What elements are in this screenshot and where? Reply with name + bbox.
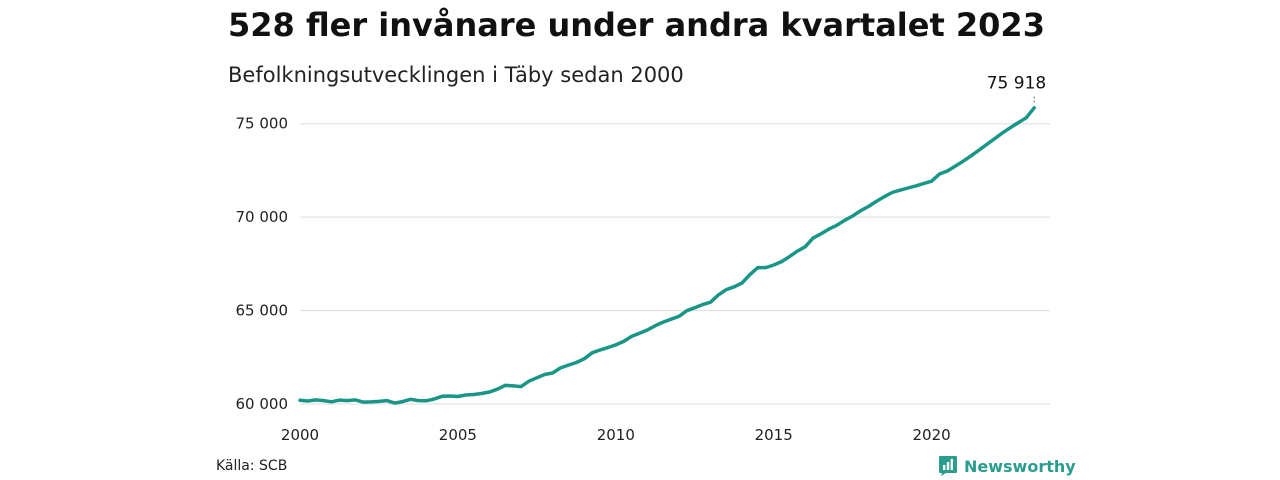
x-tick-label: 2020 <box>912 426 950 444</box>
x-tick-label: 2005 <box>439 426 477 444</box>
x-axis-ticks: 2000 2005 2010 2015 2020 <box>281 426 951 444</box>
y-axis-ticks: 60 000 65 000 70 000 75 000 <box>236 115 289 413</box>
chart-title: 528 fler invånare under andra kvartalet … <box>228 6 1045 44</box>
brand-name: Newsworthy <box>964 456 1076 476</box>
x-tick-label: 2010 <box>597 426 635 444</box>
source-note: Källa: SCB <box>216 458 288 474</box>
bar-chart-icon <box>939 456 957 476</box>
y-tick-label: 60 000 <box>236 395 289 413</box>
y-tick-label: 75 000 <box>236 115 289 133</box>
grid-lines <box>300 123 1050 405</box>
y-tick-label: 70 000 <box>236 208 289 226</box>
chart-subtitle: Befolkningsutvecklingen i Täby sedan 200… <box>228 63 684 87</box>
series-layer <box>298 106 1036 405</box>
annotation-label: 75 918 <box>987 74 1046 94</box>
x-tick-label: 2000 <box>281 426 319 444</box>
y-tick-label: 65 000 <box>236 302 289 320</box>
annotation-layer: 75 918 <box>987 74 1046 103</box>
x-tick-label: 2015 <box>755 426 793 444</box>
brand-logo[interactable]: Newsworthy <box>938 455 1076 477</box>
series-line <box>298 106 1036 405</box>
